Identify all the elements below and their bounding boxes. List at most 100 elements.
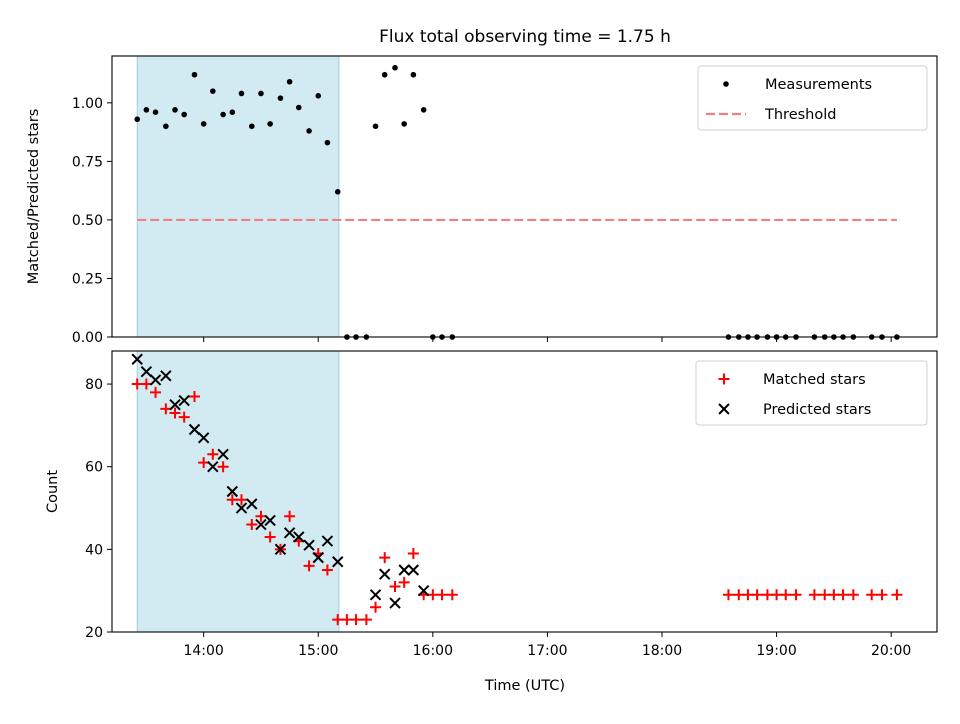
highlight-span	[136, 350, 340, 633]
data-point	[149, 374, 162, 386]
data-point	[178, 411, 190, 423]
data-point	[200, 121, 207, 127]
data-point	[172, 107, 178, 113]
data-point	[160, 370, 172, 382]
legend: Measurements Threshold	[697, 65, 928, 131]
y-tick-label: 0.25	[72, 271, 103, 287]
data-point	[771, 589, 783, 601]
x-tick-label: 16:00	[413, 643, 453, 659]
data-point	[891, 589, 903, 601]
data-point	[303, 560, 315, 572]
data-point	[360, 614, 372, 626]
y-axis-label: Count	[45, 470, 61, 513]
data-point	[369, 589, 382, 601]
data-point	[819, 589, 831, 601]
data-point	[417, 584, 430, 597]
data-point	[389, 597, 401, 609]
data-point	[315, 93, 322, 99]
data-point	[284, 510, 296, 522]
x-tick-label: 15:00	[298, 643, 338, 659]
axes-frame	[111, 350, 938, 633]
data-point	[267, 121, 273, 127]
y-tick-label: 0.75	[72, 154, 103, 170]
data-point	[264, 531, 276, 543]
data-point	[334, 189, 341, 195]
x-axis-label: Time (UTC)	[484, 678, 565, 694]
data-point	[150, 386, 162, 398]
legend-label: Measurements	[765, 77, 872, 93]
data-point	[152, 109, 159, 115]
data-point	[847, 589, 859, 601]
series-predicted-stars	[131, 353, 430, 609]
data-point	[780, 589, 792, 601]
data-point	[255, 518, 267, 531]
data-point	[238, 90, 245, 97]
data-point	[246, 498, 258, 510]
data-point	[410, 71, 417, 78]
y-tick-label: 20	[85, 625, 103, 641]
data-point	[235, 494, 247, 506]
legend-label: Predicted stars	[763, 402, 871, 418]
data-point	[226, 485, 239, 498]
data-point	[207, 448, 219, 460]
data-point	[790, 589, 802, 601]
legend-box	[695, 360, 928, 426]
data-point	[169, 407, 181, 419]
data-point	[295, 104, 302, 111]
data-point	[332, 556, 344, 568]
data-point	[350, 614, 362, 626]
legend-box	[697, 65, 928, 131]
data-point	[207, 460, 219, 473]
data-point	[379, 568, 391, 580]
x-tick-label: 19:00	[756, 643, 796, 659]
y-tick-label: 0.00	[72, 330, 103, 346]
data-point	[398, 564, 410, 576]
data-point	[210, 88, 216, 94]
data-point	[370, 601, 382, 613]
panel-ratio: 0.00 0.25 0.50 0.75 1.00 Matched/Predicted st…	[26, 55, 938, 346]
data-point	[169, 399, 181, 411]
y-tick-label: 40	[85, 542, 103, 558]
data-point	[321, 535, 334, 547]
data-point	[837, 589, 849, 601]
x-tick-label: 14:00	[183, 643, 223, 659]
data-point	[235, 502, 248, 514]
data-point	[264, 514, 276, 527]
data-point	[283, 527, 296, 539]
highlight-span	[136, 55, 340, 338]
data-point	[312, 551, 324, 564]
x-tick-label: 17:00	[527, 643, 567, 659]
data-point	[321, 564, 333, 576]
data-point	[401, 121, 407, 127]
data-point	[379, 552, 391, 564]
data-point	[389, 581, 401, 593]
data-point	[258, 90, 264, 97]
data-point	[436, 589, 448, 601]
data-point	[286, 78, 293, 85]
y-tick-label: 1.00	[72, 96, 103, 112]
series-measurements	[134, 64, 900, 340]
data-point	[140, 365, 153, 378]
chart-title: Flux total observing time = 1.75 h	[379, 27, 671, 47]
data-point	[217, 448, 229, 461]
data-point	[306, 128, 312, 134]
data-point	[372, 123, 379, 130]
data-point	[188, 423, 201, 436]
data-point	[197, 432, 210, 444]
data-point	[163, 123, 169, 130]
data-point	[229, 109, 236, 115]
data-point	[134, 116, 141, 123]
y-tick-label: 80	[85, 377, 103, 393]
legend-marker	[723, 81, 729, 87]
data-point	[131, 353, 143, 365]
data-point	[143, 107, 150, 113]
data-point	[220, 111, 226, 118]
axes-frame	[111, 55, 938, 338]
series-matched-stars	[131, 378, 903, 626]
data-point	[181, 111, 187, 118]
data-point	[392, 64, 398, 71]
data-point	[303, 539, 315, 551]
data-point	[293, 531, 305, 543]
data-point	[189, 390, 200, 402]
